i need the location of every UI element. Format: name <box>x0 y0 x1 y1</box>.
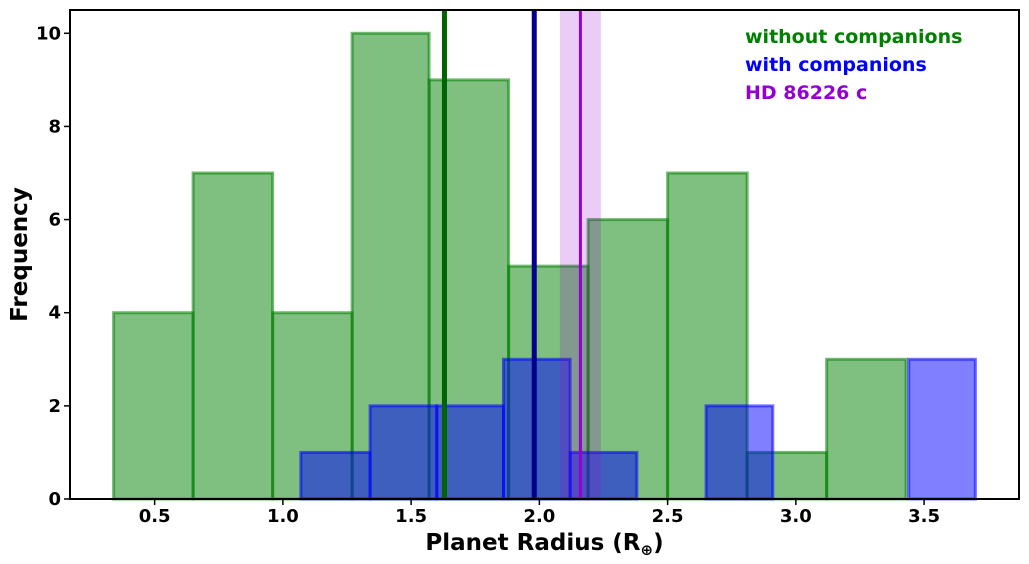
plot-frame <box>69 9 1020 500</box>
with-companions-bar-3 <box>501 357 572 501</box>
x-tick-label: 3.0 <box>780 506 812 527</box>
x-tick-label: 2.0 <box>523 506 555 527</box>
x-tick-label: 2.5 <box>652 506 684 527</box>
legend-without-companions: without companions <box>745 26 962 48</box>
x-tick-label: 1.5 <box>395 506 427 527</box>
with-companions-bar-1 <box>368 404 439 501</box>
legend-with-companions: with companions <box>745 54 927 76</box>
y-tick-label: 8 <box>48 116 61 137</box>
x-axis-ticks: 0.5 1.0 1.5 2.0 2.5 3.0 3.5 <box>139 499 940 527</box>
with-companions-bar-6 <box>907 357 977 501</box>
y-tick-label: 0 <box>48 489 61 510</box>
legend-hd86226c: HD 86226 c <box>745 82 867 104</box>
with-companions-bars <box>299 357 977 501</box>
y-axis-label: Frequency <box>7 187 33 322</box>
with-companions-bar-5 <box>704 404 775 501</box>
without-companions-bar-1 <box>191 171 275 501</box>
with-companions-bar-0 <box>299 450 372 501</box>
x-tick-label: 0.5 <box>139 506 171 527</box>
legend: without companions with companions HD 86… <box>745 26 962 104</box>
x-tick-label: 1.0 <box>267 506 299 527</box>
y-tick-label: 6 <box>48 210 61 231</box>
y-axis-ticks: 0 2 4 6 8 10 <box>36 23 70 510</box>
y-tick-label: 4 <box>48 303 61 324</box>
y-tick-label: 10 <box>36 23 61 44</box>
x-axis-label: Planet Radius (R⊕) <box>425 530 663 559</box>
without-companions-bar-9 <box>825 357 908 501</box>
x-tick-label: 3.5 <box>908 506 940 527</box>
y-tick-label: 2 <box>48 396 61 417</box>
without-companions-bar-0 <box>112 311 195 501</box>
